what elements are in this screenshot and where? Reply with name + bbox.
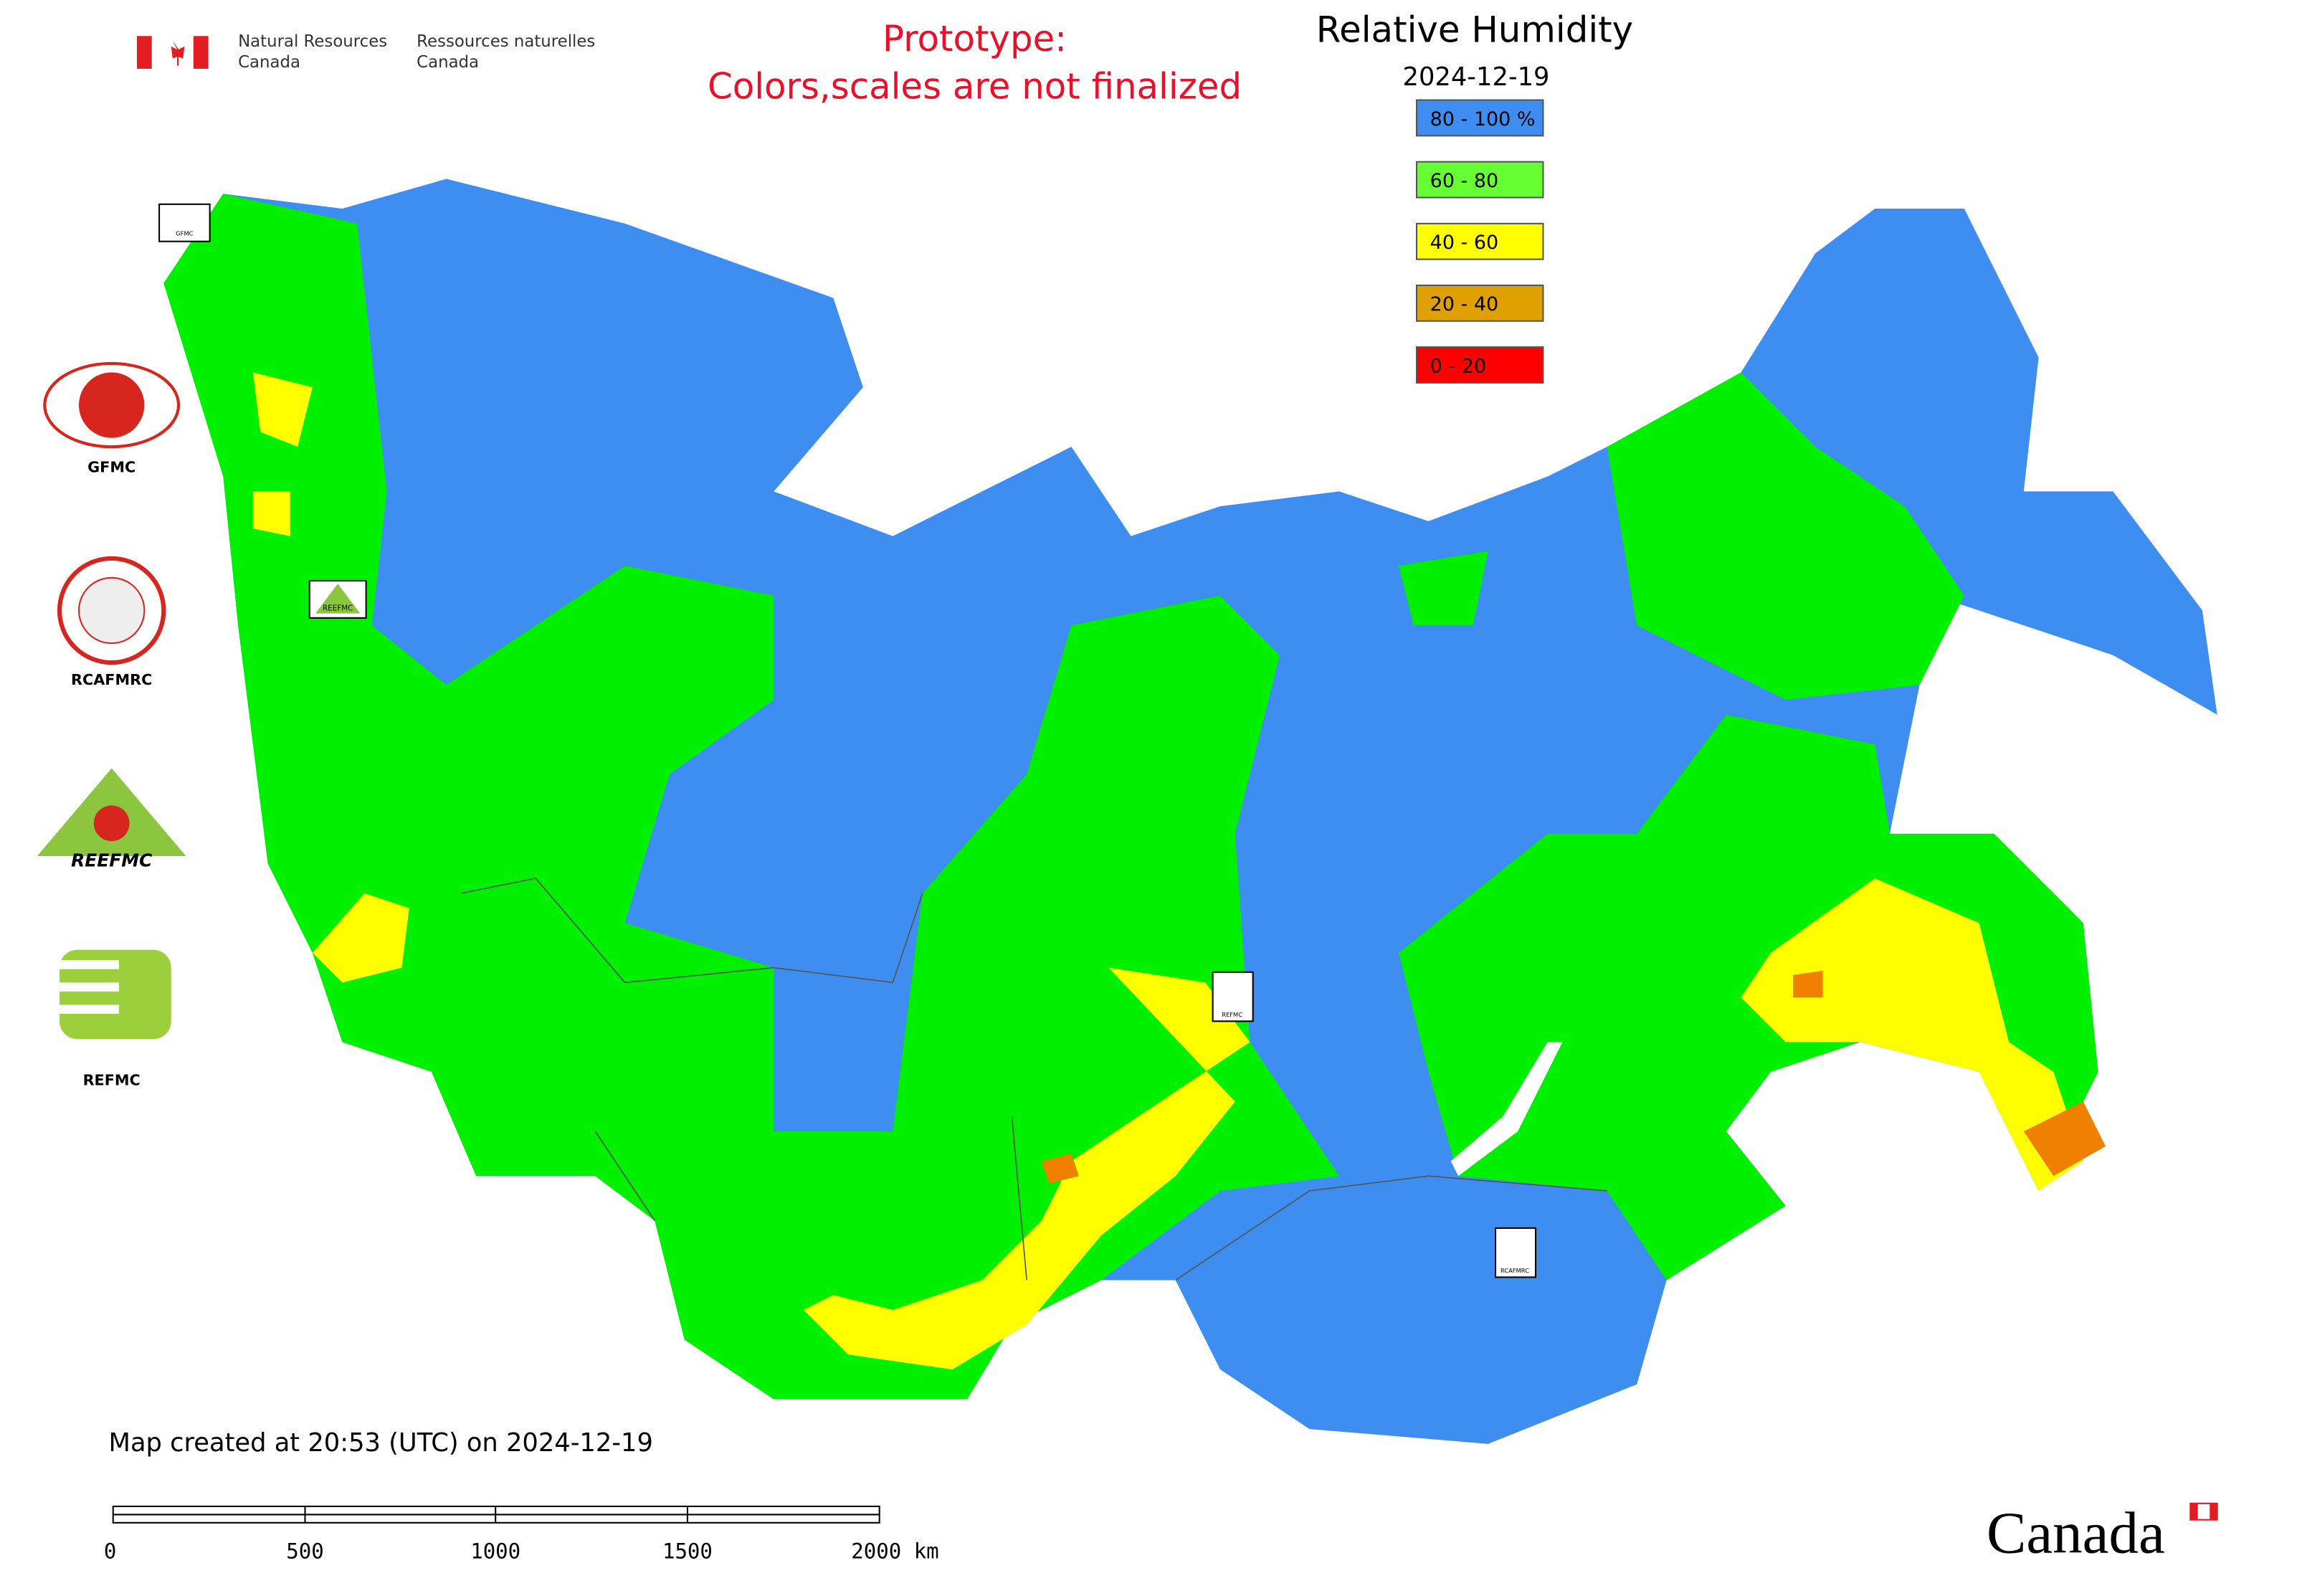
legend-label: 60 - 80 [1430, 170, 1499, 192]
legend: 80 - 100 % 60 - 80 40 - 60 20 - 40 0 - 20 [1415, 99, 1544, 384]
station-label: GFMC [176, 229, 193, 237]
logo-label: REFMC [83, 1072, 141, 1089]
logo-label: REEFMC [71, 850, 153, 870]
created-note: Map created at 20:53 (UTC) on 2024-12-19 [109, 1428, 653, 1458]
region-dry [252, 372, 409, 983]
legend-swatch [1415, 346, 1544, 384]
map-date: 2024-12-19 [1403, 62, 1550, 92]
agency-en: Canada [238, 53, 300, 72]
agency-fr: Canada [417, 53, 479, 72]
wordmark: Canada [1987, 1499, 2165, 1565]
legend-label: 20 - 40 [1430, 293, 1499, 315]
logo-label: RCAFMRC [71, 671, 152, 688]
region-dry [1741, 878, 2083, 1191]
lake-baikal [1450, 1042, 1563, 1177]
station-label: RCAFMRC [1500, 1267, 1529, 1274]
border [461, 878, 1607, 1281]
partner-logos: GFMC RCAFMRC REEFMC REFMC [37, 361, 186, 1089]
region-moderate [1399, 551, 1488, 626]
legend-label: 40 - 60 [1430, 232, 1499, 254]
scale-bar: 0 500 1000 1500 2000 km [104, 1505, 939, 1564]
region-moderate [163, 194, 1340, 1400]
prototype-notice: Colors,scales are not finalized [708, 65, 1242, 107]
scale-label: 1000 [470, 1539, 520, 1564]
canada-wordmark: Canada [1987, 1499, 2218, 1565]
scale-label: 0 [104, 1539, 117, 1564]
agency-signature: Natural Resources Canada Ressources natu… [136, 32, 595, 72]
station-label: REFMC [1222, 1011, 1242, 1018]
map [163, 179, 2217, 1444]
logo-label: GFMC [87, 458, 135, 475]
legend-label: 80 - 100 % [1430, 108, 1536, 130]
legend-swatch [1415, 284, 1544, 322]
legend-swatch [1415, 99, 1544, 137]
region-moderate [1607, 372, 1964, 700]
legend-swatch [1415, 222, 1544, 260]
prototype-notice: Prototype: [883, 18, 1067, 60]
agency-en: Natural Resources [238, 32, 387, 51]
legend-label: 0 - 20 [1430, 355, 1486, 377]
agency-fr: Ressources naturelles [417, 32, 595, 51]
legend-swatch [1415, 161, 1544, 199]
station-label: REEFMC [323, 604, 353, 612]
region-dry [803, 967, 1250, 1370]
station-markers: GFMC REEFMC REFMC RCAFMRC [158, 203, 1537, 1278]
map-title: Relative Humidity [1316, 9, 1633, 51]
scale-label: 2000 km [851, 1539, 938, 1564]
scale-label: 1500 [662, 1539, 713, 1564]
scale-label: 500 [286, 1539, 323, 1564]
